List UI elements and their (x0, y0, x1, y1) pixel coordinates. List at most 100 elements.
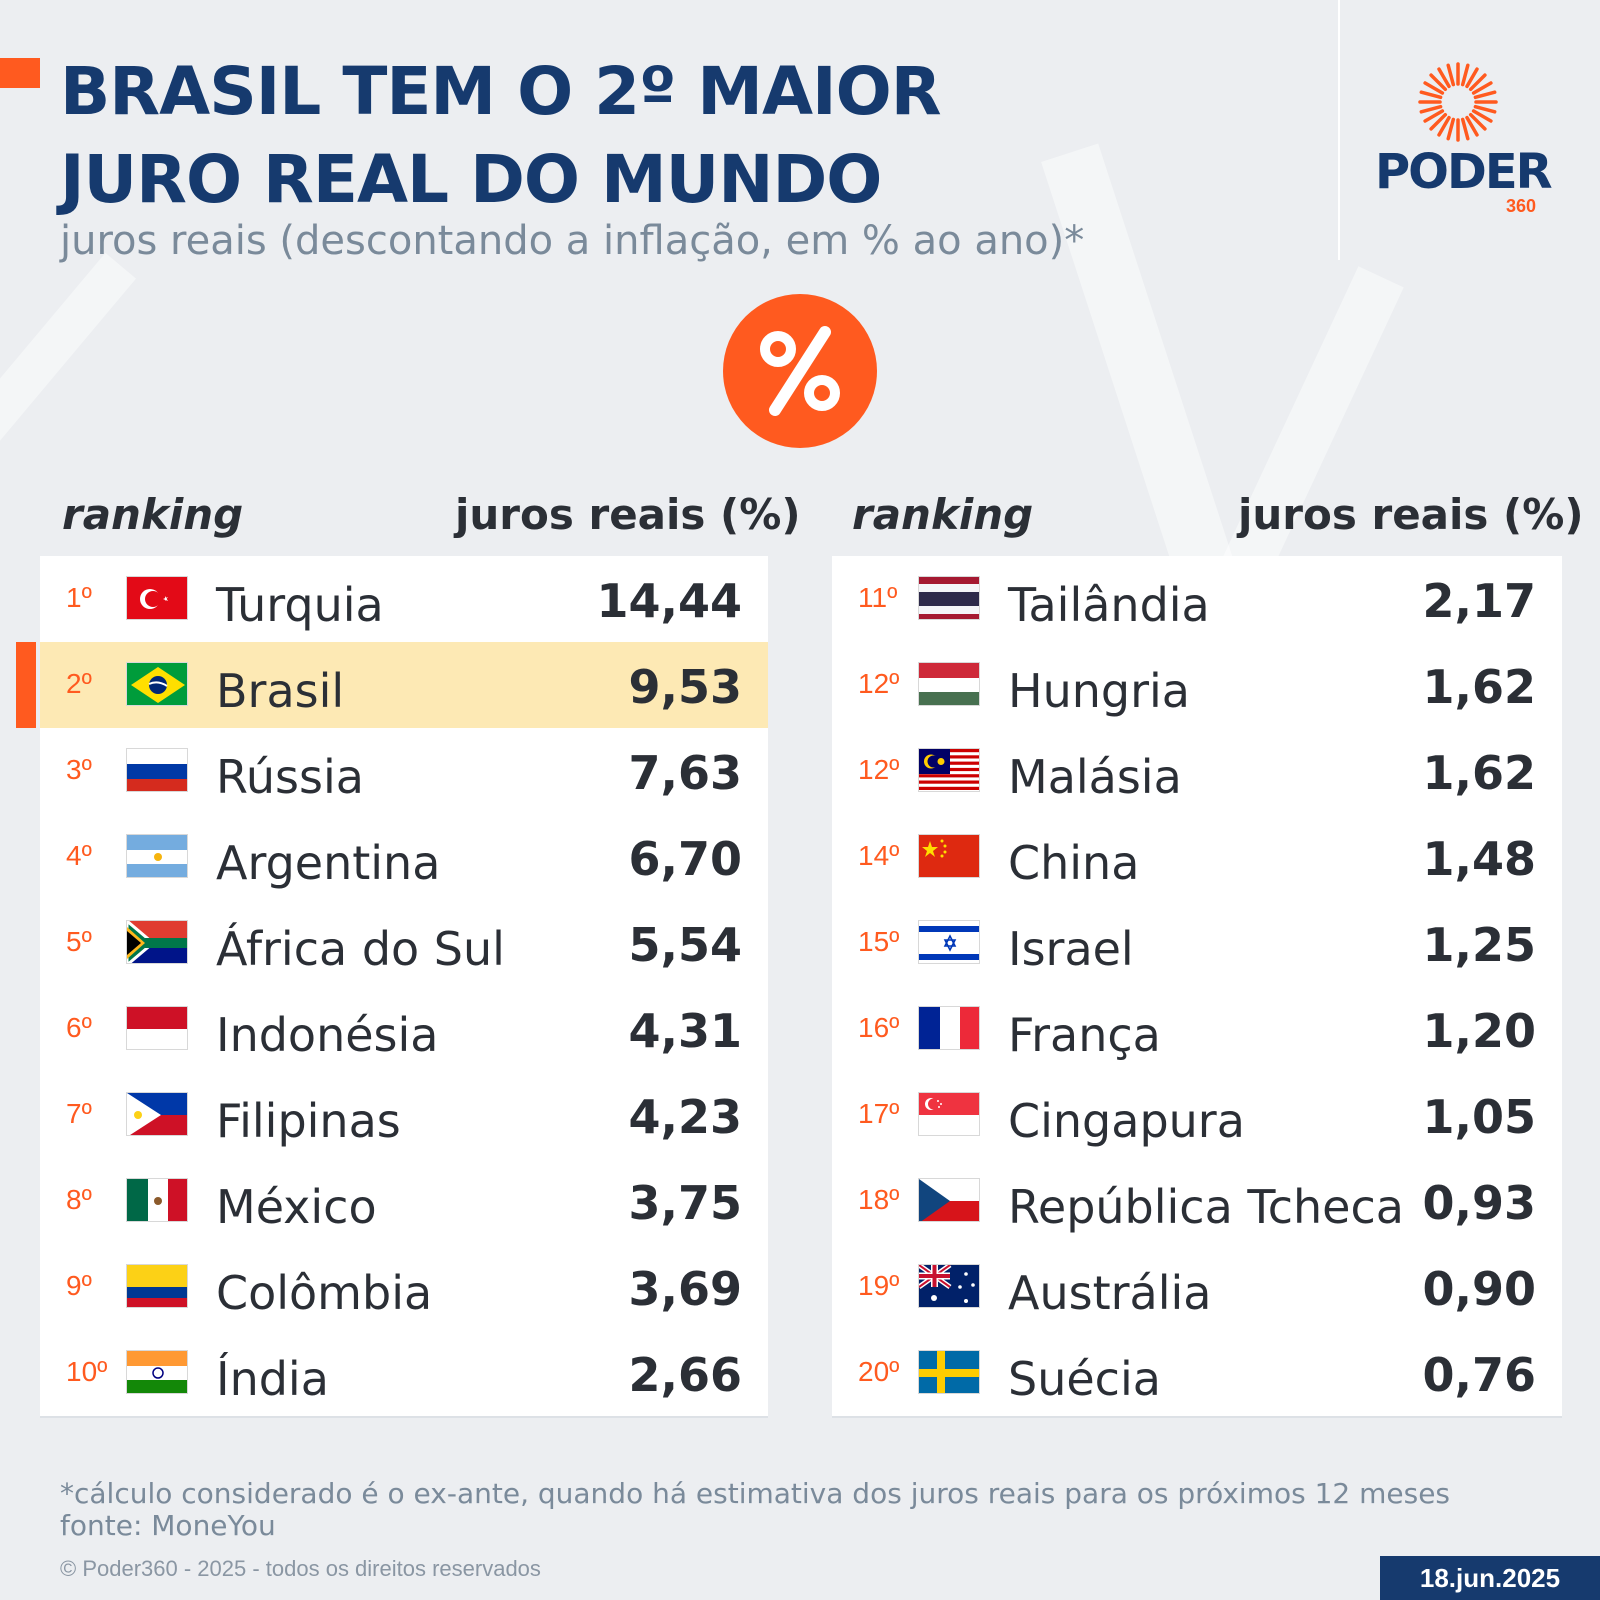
date-badge: 18.jun.2025 (1380, 1556, 1600, 1600)
table-row: 5º África do Sul 5,54 (40, 900, 768, 988)
country-name: Índia (216, 1352, 329, 1406)
rate-value: 1,25 (1422, 918, 1537, 972)
left-ranking-header: ranking (62, 490, 244, 539)
country-name: México (216, 1180, 377, 1234)
france-flag-icon (918, 1006, 980, 1050)
rate-value: 0,93 (1422, 1176, 1537, 1230)
rate-value: 14,44 (596, 574, 742, 628)
logo-number: 360 (1506, 196, 1537, 216)
rank-label: 15º (858, 926, 900, 957)
country-name: Austrália (1008, 1266, 1212, 1320)
country-name: China (1008, 836, 1140, 890)
table-row: 12º Malásia 1,62 (832, 728, 1562, 816)
table-row: 19º Austrália 0,90 (832, 1244, 1562, 1332)
rank-label: 12º (858, 754, 900, 785)
table-row: 11º Tailândia 2,17 (832, 556, 1562, 644)
rank-label: 20º (858, 1356, 900, 1387)
rate-value: 7,63 (628, 746, 743, 800)
rate-value: 0,90 (1422, 1262, 1537, 1316)
rank-label: 10º (66, 1356, 108, 1387)
country-name: Turquia (216, 578, 384, 632)
table-row: 6º Indonésia 4,31 (40, 986, 768, 1074)
rank-label: 4º (66, 840, 92, 871)
table-row: 14º China 1,48 (832, 814, 1562, 902)
rank-label: 9º (66, 1270, 92, 1301)
rank-label: 7º (66, 1098, 92, 1129)
malaysia-flag-icon (918, 748, 980, 792)
singapore-flag-icon (918, 1092, 980, 1136)
rank-label: 19º (858, 1270, 900, 1301)
country-name: Brasil (216, 664, 345, 718)
table-row: 9º Colômbia 3,69 (40, 1244, 768, 1332)
india-flag-icon (126, 1350, 188, 1394)
country-name: África do Sul (216, 922, 505, 976)
footnote: *cálculo considerado é o ex-ante, quando… (60, 1478, 1450, 1542)
page-title: BRASIL TEM O 2º MAIOR JURO REAL DO MUNDO (60, 48, 1260, 224)
rate-value: 9,53 (628, 660, 743, 714)
right-value-header: juros reais (%) (1238, 490, 1584, 539)
country-name: França (1008, 1008, 1161, 1062)
table-row: 7º Filipinas 4,23 (40, 1072, 768, 1160)
rate-value: 3,75 (628, 1176, 743, 1230)
logo-wordmark: PODER (1375, 144, 1553, 200)
colombia-flag-icon (126, 1264, 188, 1308)
copyright: © Poder360 - 2025 - todos os direitos re… (60, 1556, 541, 1581)
source-text: fonte: MoneYou (60, 1509, 276, 1542)
table-row: 18º República Tcheca 0,93 (832, 1158, 1562, 1246)
table-row: 16º França 1,20 (832, 986, 1562, 1074)
highlight-marker (16, 642, 36, 728)
rate-value: 1,62 (1422, 660, 1537, 714)
argentina-flag-icon (126, 834, 188, 878)
rank-label: 18º (858, 1184, 900, 1215)
title-line-2: JURO REAL DO MUNDO (60, 141, 882, 218)
rank-label: 8º (66, 1184, 92, 1215)
philippines-flag-icon (126, 1092, 188, 1136)
south-africa-flag-icon (126, 920, 188, 964)
czech-republic-flag-icon (918, 1178, 980, 1222)
table-row: 17º Cingapura 1,05 (832, 1072, 1562, 1160)
country-name: Rússia (216, 750, 364, 804)
table-row: 12º Hungria 1,62 (832, 642, 1562, 730)
israel-flag-icon (918, 920, 980, 964)
percent-icon (723, 294, 877, 448)
country-name: Indonésia (216, 1008, 439, 1062)
poder360-logo: PODER 360 (1370, 62, 1570, 222)
country-name: Tailândia (1008, 578, 1210, 632)
sweden-flag-icon (918, 1350, 980, 1394)
rank-label: 1º (66, 582, 92, 613)
rate-value: 1,62 (1422, 746, 1537, 800)
russia-flag-icon (126, 748, 188, 792)
table-row: 15º Israel 1,25 (832, 900, 1562, 988)
indonesia-flag-icon (126, 1006, 188, 1050)
country-name: Argentina (216, 836, 441, 890)
rank-label: 12º (858, 668, 900, 699)
rate-value: 1,20 (1422, 1004, 1537, 1058)
thailand-flag-icon (918, 576, 980, 620)
china-flag-icon (918, 834, 980, 878)
rank-label: 2º (66, 668, 92, 699)
rate-value: 1,48 (1422, 832, 1537, 886)
table-row: 20º Suécia 0,76 (832, 1330, 1562, 1418)
country-name: Cingapura (1008, 1094, 1245, 1148)
title-line-1: BRASIL TEM O 2º MAIOR (60, 53, 942, 130)
ranking-table-right: 11º Tailândia 2,17 12º Hungria 1,62 12º Malásia… (832, 556, 1562, 1436)
table-row: 2º Brasil 9,53 (16, 642, 768, 730)
sun-icon (1418, 62, 1498, 142)
country-name: Hungria (1008, 664, 1190, 718)
country-name: Filipinas (216, 1094, 401, 1148)
rate-value: 5,54 (628, 918, 743, 972)
table-row: 1º Turquia 14,44 (40, 556, 768, 644)
rank-label: 11º (858, 582, 898, 613)
country-name: República Tcheca (1008, 1180, 1404, 1234)
australia-flag-icon (918, 1264, 980, 1308)
rate-value: 2,17 (1422, 574, 1537, 628)
brazil-flag-icon (126, 662, 188, 706)
rate-value: 3,69 (628, 1262, 743, 1316)
rank-label: 14º (858, 840, 900, 871)
mexico-flag-icon (126, 1178, 188, 1222)
rank-label: 5º (66, 926, 92, 957)
rank-label: 6º (66, 1012, 92, 1043)
turkey-flag-icon (126, 576, 188, 620)
hungary-flag-icon (918, 662, 980, 706)
country-name: Malásia (1008, 750, 1182, 804)
